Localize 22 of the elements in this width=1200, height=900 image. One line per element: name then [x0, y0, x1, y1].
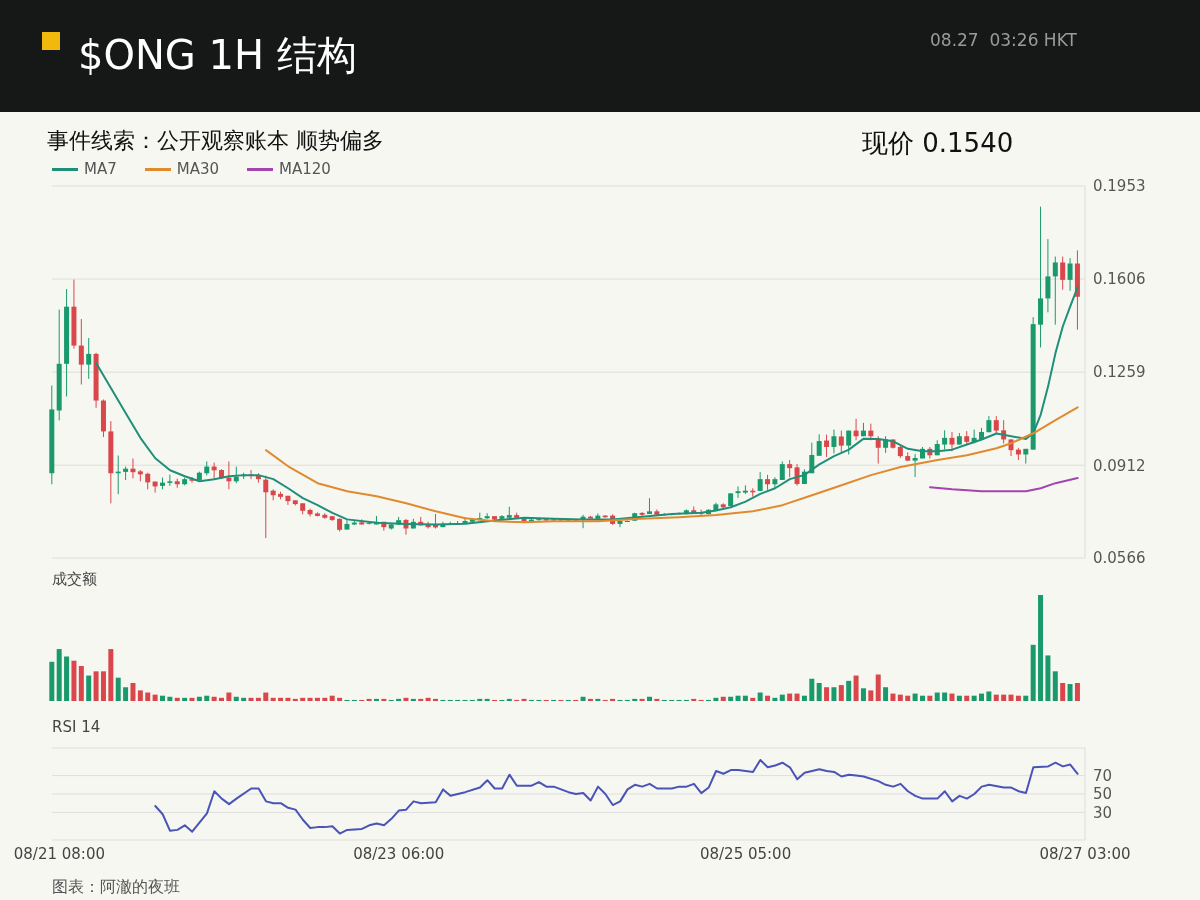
- y-tick-label: 0.0912: [1093, 456, 1146, 475]
- y-tick-label: 0.1259: [1093, 363, 1146, 382]
- text: 08.27 03:26 HKT: [930, 30, 1077, 50]
- chart-title: $ONG 1H 结构: [78, 31, 357, 80]
- y-tick-label: 0.1953: [1093, 177, 1146, 196]
- legend-label: MA7: [84, 160, 117, 178]
- x-tick-label: 08/27 03:00: [1039, 844, 1131, 863]
- y-tick-label: 0.0566: [1093, 549, 1146, 568]
- legend-label: MA30: [176, 160, 220, 178]
- y-tick-label: 50: [1093, 785, 1113, 804]
- y-tick-label: 30: [1093, 803, 1113, 822]
- chart-title: RSI 14: [52, 718, 101, 736]
- chart-subtitle: 事件线索：公开观察账本 顺势偏多: [47, 127, 384, 155]
- text: 现价 0.1540: [862, 127, 1014, 160]
- y-tick-label: 70: [1093, 766, 1113, 785]
- y-tick-label: 0.1606: [1093, 270, 1146, 289]
- chart-title: 成交额: [52, 570, 97, 589]
- legend-label: MA120: [279, 160, 331, 178]
- text: 图表：阿澈的夜班: [52, 877, 180, 898]
- x-tick-label: 08/21 08:00: [13, 844, 105, 863]
- x-tick-label: 08/25 05:00: [699, 844, 792, 863]
- x-tick-label: 08/23 06:00: [353, 844, 445, 863]
